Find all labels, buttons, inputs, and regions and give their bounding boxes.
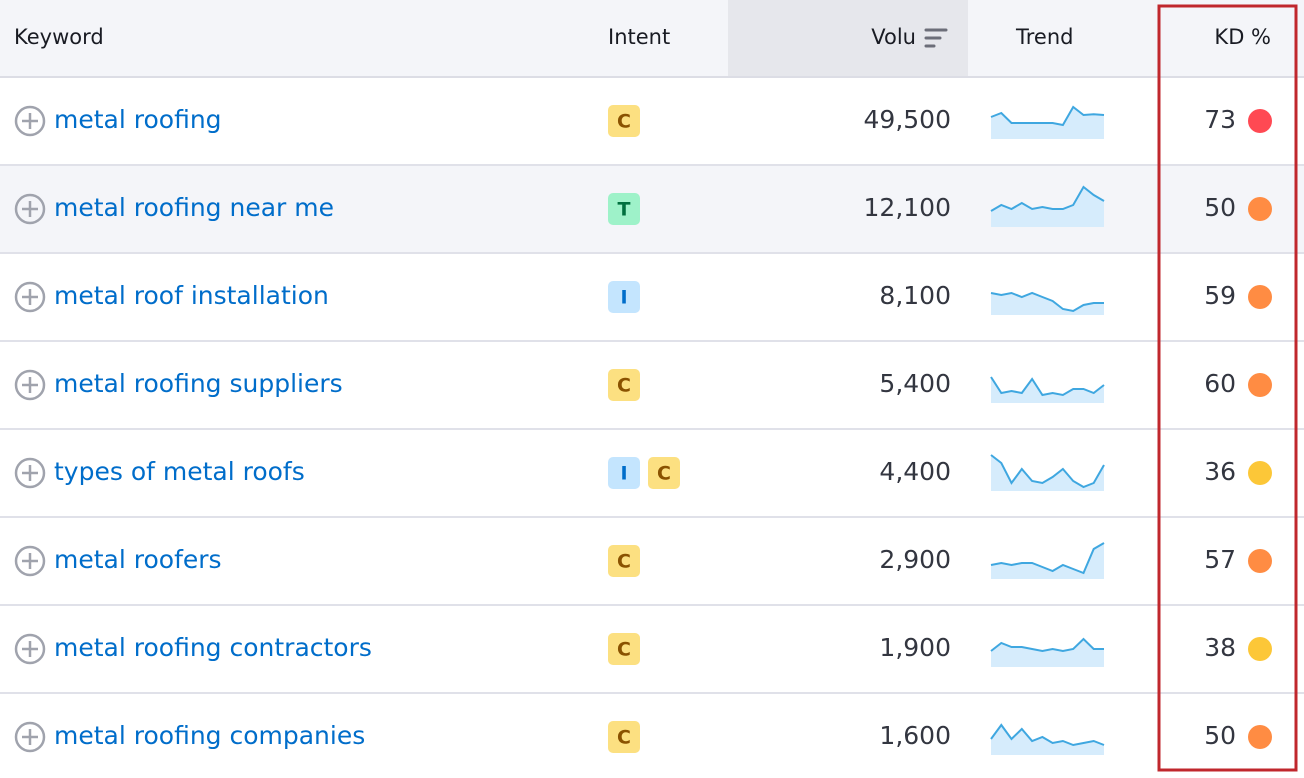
intent-label: I	[620, 463, 627, 485]
intent-label: C	[617, 111, 631, 133]
keyword-link[interactable]: metal roofing contractors	[54, 633, 372, 662]
add-icon[interactable]	[14, 545, 46, 577]
intent-badge	[608, 281, 640, 313]
keyword-link[interactable]: metal roofing	[54, 105, 222, 134]
trend-line	[990, 185, 1105, 212]
row-bg	[0, 341, 1304, 429]
intent-label: I	[620, 287, 627, 309]
sort-icon[interactable]	[924, 28, 948, 48]
kd-dot	[1248, 725, 1272, 749]
add-icon-circle	[14, 721, 46, 753]
kd-dot	[1248, 549, 1272, 573]
intent-badge	[648, 457, 680, 489]
add-icon[interactable]	[14, 721, 46, 753]
intent-badge	[608, 457, 640, 489]
trend-line	[990, 291, 1104, 313]
intent-label: C	[617, 639, 631, 661]
trend-area	[991, 293, 1104, 315]
trend-area	[991, 639, 1104, 667]
intent-badge	[608, 105, 640, 137]
trend-line	[990, 105, 1105, 127]
kd-value: 36	[1204, 457, 1236, 486]
trend-line	[990, 637, 1104, 653]
trend-line	[990, 542, 1105, 575]
header-bg	[0, 0, 1304, 77]
add-icon[interactable]	[14, 193, 46, 225]
kd-value: 73	[1204, 105, 1236, 134]
add-icon-circle	[14, 545, 46, 577]
volume: 8,100	[879, 281, 951, 310]
volume: 4,400	[879, 457, 951, 486]
add-icon[interactable]	[14, 105, 46, 137]
add-icon[interactable]	[14, 633, 46, 665]
header-kd[interactable]: KD %	[1214, 25, 1271, 49]
trend-area	[991, 377, 1104, 403]
add-icon-circle	[14, 105, 46, 137]
keyword-link[interactable]: metal roof installation	[54, 281, 329, 310]
intent-label: C	[617, 551, 631, 573]
kd-value: 60	[1204, 369, 1236, 398]
header-intent[interactable]: Intent	[608, 25, 670, 49]
row-bg	[0, 517, 1304, 605]
header-keyword[interactable]: Keyword	[14, 25, 104, 49]
kd-value: 38	[1204, 633, 1236, 662]
intent-badge	[608, 369, 640, 401]
add-icon-circle	[14, 457, 46, 489]
header-trend: Trend	[1015, 25, 1073, 49]
volume: 5,400	[879, 369, 951, 398]
add-icon[interactable]	[14, 369, 46, 401]
trend-area	[991, 455, 1104, 491]
keyword-link[interactable]: metal roofers	[54, 545, 222, 574]
add-icon-circle	[14, 633, 46, 665]
header-volume[interactable]: Volu	[871, 25, 916, 49]
keyword-link[interactable]: metal roofing near me	[54, 193, 334, 222]
add-icon-circle	[14, 193, 46, 225]
add-icon-circle	[14, 369, 46, 401]
volume: 1,900	[879, 633, 951, 662]
volume: 2,900	[879, 545, 951, 574]
kd-dot	[1248, 373, 1272, 397]
intent-label: C	[657, 463, 671, 485]
keyword-link[interactable]: metal roofing suppliers	[54, 369, 343, 398]
kd-dot	[1248, 109, 1272, 133]
kd-value: 57	[1204, 545, 1236, 574]
intent-badge	[608, 633, 640, 665]
add-icon-circle	[14, 281, 46, 313]
row-bg	[0, 693, 1304, 778]
intent-label: C	[617, 375, 631, 397]
volume: 1,600	[879, 721, 951, 750]
kd-dot	[1248, 461, 1272, 485]
intent-badge	[608, 721, 640, 753]
kd-value: 50	[1204, 721, 1236, 750]
kd-value: 50	[1204, 193, 1236, 222]
kd-dot	[1248, 285, 1272, 309]
intent-badge	[608, 193, 640, 225]
intent-label: C	[617, 727, 631, 749]
trend-line	[990, 376, 1105, 397]
trend-area	[991, 187, 1104, 227]
intent-badge	[608, 545, 640, 577]
intent-label: T	[618, 199, 631, 221]
trend-line	[990, 723, 1105, 747]
volume: 12,100	[864, 193, 951, 222]
keyword-link[interactable]: metal roofing companies	[54, 721, 365, 750]
volume: 49,500	[864, 105, 951, 134]
keyword-link[interactable]: types of metal roofs	[54, 457, 305, 486]
add-icon[interactable]	[14, 457, 46, 489]
kd-dot	[1248, 637, 1272, 661]
add-icon[interactable]	[14, 281, 46, 313]
kd-value: 59	[1204, 281, 1236, 310]
trend-line	[990, 454, 1105, 489]
row-bg	[0, 253, 1304, 341]
highlight-box	[1157, 4, 1298, 772]
kd-dot	[1248, 197, 1272, 221]
